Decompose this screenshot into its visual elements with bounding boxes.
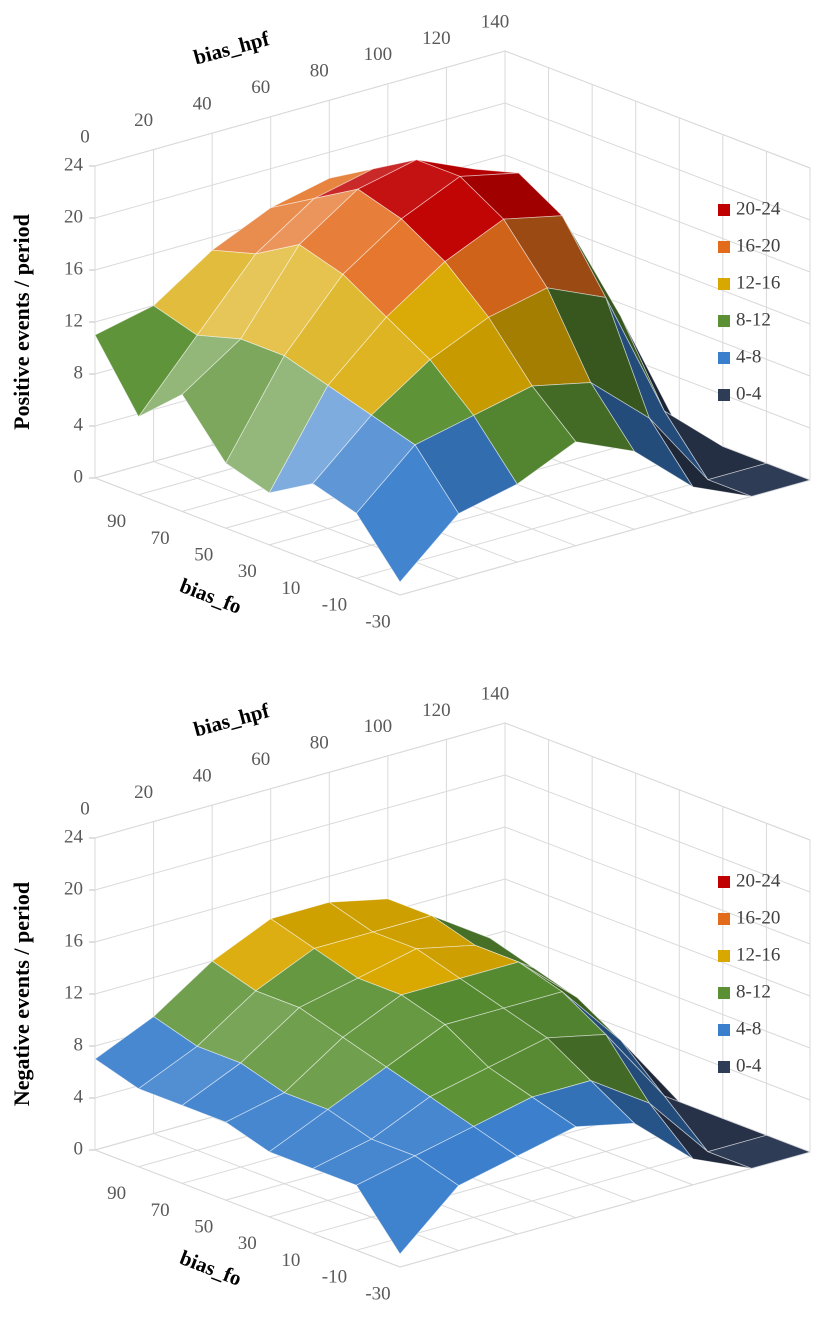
legend-swatch xyxy=(718,987,730,999)
x-tick-label: 0 xyxy=(80,126,90,147)
z-tick-label: 24 xyxy=(64,154,84,175)
y-axis-title: bias_fo xyxy=(177,1245,246,1290)
y-tick-label: 30 xyxy=(238,1233,257,1254)
legend-swatch xyxy=(718,204,730,216)
y-tick-label: 10 xyxy=(281,578,300,599)
legend-swatch xyxy=(718,876,730,888)
z-tick-label: 12 xyxy=(64,310,83,331)
x-tick-label: 140 xyxy=(481,683,510,704)
legend-label: 0-4 xyxy=(736,383,762,404)
grid-line xyxy=(94,477,401,596)
y-tick-label: -30 xyxy=(365,611,390,632)
legend-swatch xyxy=(718,950,730,962)
x-tick-label: 120 xyxy=(422,700,451,721)
surface-patch xyxy=(355,1155,460,1255)
legend-swatch xyxy=(718,278,730,290)
x-axis-title: bias_hpf xyxy=(191,26,273,69)
legend-label: 12-16 xyxy=(736,944,780,965)
grid-line xyxy=(399,1151,811,1268)
z-tick-label: 0 xyxy=(74,466,84,487)
legend-label: 20-24 xyxy=(736,870,781,891)
z-tick-label: 4 xyxy=(74,1086,84,1107)
z-tick-label: 12 xyxy=(64,982,83,1003)
x-tick-label: 20 xyxy=(134,782,153,803)
x-tick-label: 60 xyxy=(251,77,270,98)
x-tick-label: 100 xyxy=(364,44,393,65)
z-tick-label: 16 xyxy=(64,258,83,279)
grid-line xyxy=(399,479,811,596)
y-tick-label: 30 xyxy=(238,561,257,582)
legend-swatch xyxy=(718,913,730,925)
x-tick-label: 80 xyxy=(310,733,329,754)
grid-line xyxy=(94,774,811,893)
x-tick-label: 140 xyxy=(481,11,510,32)
legend-label: 4-8 xyxy=(736,1018,761,1039)
z-tick-label: 20 xyxy=(64,206,83,227)
y-tick-label: -30 xyxy=(365,1283,390,1304)
x-tick-label: 40 xyxy=(193,94,212,115)
x-tick-label: 20 xyxy=(134,110,153,131)
x-tick-label: 100 xyxy=(364,716,393,737)
legend-label: 16-20 xyxy=(736,235,780,256)
legend-swatch xyxy=(718,352,730,364)
y-tick-label: 10 xyxy=(281,1250,300,1271)
grid-line xyxy=(94,1149,401,1268)
surface-chart: 0 4 8 12 16 20 24 0 20 40 60 80 100 120 140 -30 -10 10 30 5… xyxy=(9,11,812,632)
y-tick-label: 70 xyxy=(151,1200,170,1221)
y-tick-label: 50 xyxy=(194,545,213,566)
x-tick-label: 60 xyxy=(251,749,270,770)
legend-swatch xyxy=(718,241,730,253)
legend-swatch xyxy=(718,1061,730,1073)
y-tick-label: 90 xyxy=(107,1183,126,1204)
z-tick-label: 16 xyxy=(64,930,83,951)
x-tick-label: 80 xyxy=(310,61,329,82)
z-tick-label: 4 xyxy=(74,414,84,435)
z-tick-label: 8 xyxy=(74,1034,84,1055)
legend-label: 8-12 xyxy=(736,309,771,330)
surface-chart: 0 4 8 12 16 20 24 0 20 40 60 80 100 120 140 -30 -10 10 30 5… xyxy=(9,683,812,1304)
y-tick-label: -10 xyxy=(322,595,347,616)
x-axis-title: bias_hpf xyxy=(191,698,273,741)
legend-label: 0-4 xyxy=(736,1055,762,1076)
surface-patch xyxy=(355,444,460,583)
y-tick-label: 90 xyxy=(107,511,126,532)
y-tick-label: 50 xyxy=(194,1217,213,1238)
legend-label: 8-12 xyxy=(736,981,771,1002)
z-tick-label: 24 xyxy=(64,826,84,847)
x-tick-label: 120 xyxy=(422,28,451,49)
legend-swatch xyxy=(718,315,730,327)
legend-label: 4-8 xyxy=(736,346,761,367)
y-tick-label: 70 xyxy=(151,528,170,549)
z-axis-title: Negative events / period xyxy=(9,882,34,1106)
legend-label: 12-16 xyxy=(736,272,780,293)
z-tick-label: 20 xyxy=(64,878,83,899)
x-tick-label: 0 xyxy=(80,798,90,819)
x-tick-label: 40 xyxy=(193,766,212,787)
y-tick-label: -10 xyxy=(322,1267,347,1288)
z-tick-label: 0 xyxy=(74,1138,84,1159)
legend-swatch xyxy=(718,389,730,401)
y-axis-title: bias_fo xyxy=(177,573,246,618)
legend-swatch xyxy=(718,1024,730,1036)
legend-label: 20-24 xyxy=(736,198,781,219)
z-tick-label: 8 xyxy=(74,362,84,383)
legend-label: 16-20 xyxy=(736,907,780,928)
z-axis-title: Positive events / period xyxy=(9,214,34,430)
